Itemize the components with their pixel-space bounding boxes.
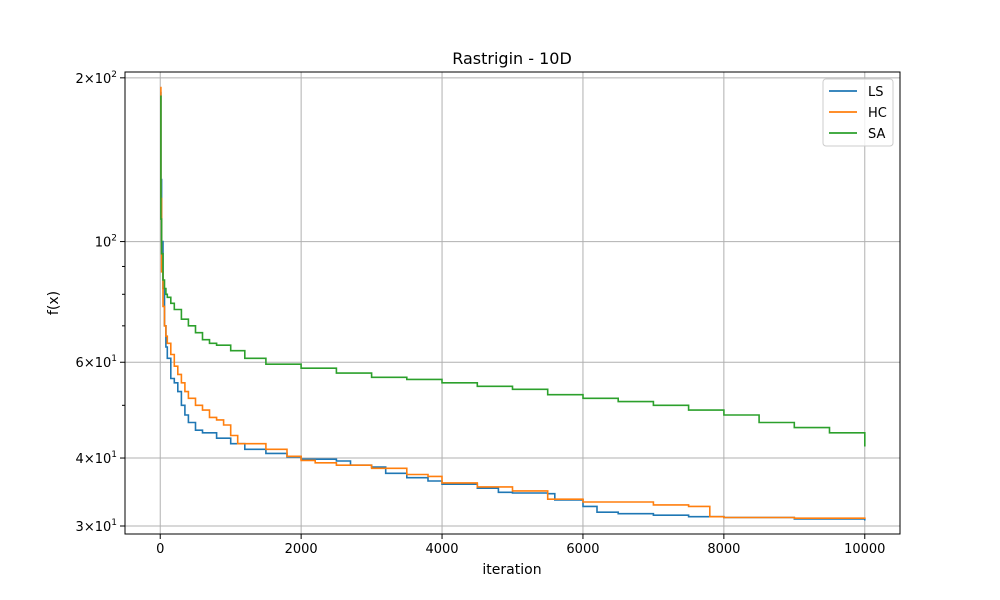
x-axis-label: iteration (482, 562, 541, 578)
y-tick-label: 102 (95, 234, 117, 251)
grid-layer (125, 72, 900, 534)
x-tick-label: 8000 (707, 542, 740, 557)
y-axis-label: f(x) (46, 291, 62, 315)
legend-label-ls: LS (868, 85, 884, 100)
x-tick-label: 2000 (285, 542, 318, 557)
x-tick-label: 10000 (844, 542, 885, 557)
series-layer (160, 86, 866, 521)
legend-label-hc: HC (868, 106, 887, 121)
legend-label-sa: SA (868, 127, 885, 142)
x-tick-label: 0 (156, 542, 164, 557)
plot-frame (124, 71, 901, 535)
tick-layer: 0 2000 4000 6000 8000 10000 3×101 4×101 6×101 102… (76, 70, 886, 557)
y-tick-label: 2×102 (76, 70, 117, 87)
series-line-ls (160, 91, 866, 521)
y-tick-label: 3×101 (76, 518, 117, 535)
x-tick-label: 4000 (425, 542, 458, 557)
series-line-hc (160, 86, 866, 519)
x-tick-label: 6000 (566, 542, 599, 557)
legend-box (822, 78, 894, 147)
chart-title: Rastrigin - 10D (452, 49, 572, 68)
series-line-sa (160, 95, 866, 447)
legend: LS HC SA (822, 78, 894, 147)
y-tick-label: 4×101 (76, 450, 117, 467)
y-tick-label: 6×101 (76, 354, 117, 371)
